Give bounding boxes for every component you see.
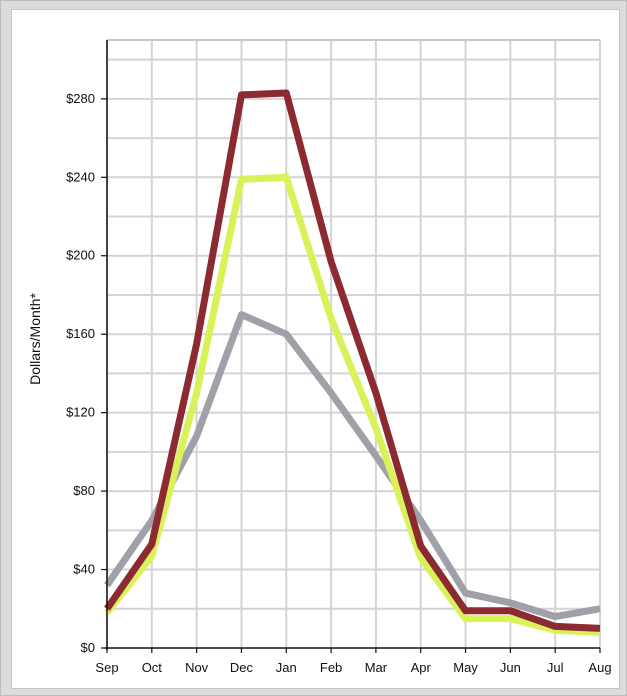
y-tick-label: $80 — [73, 483, 95, 498]
x-tick-label: Apr — [411, 660, 432, 675]
series-line-3 — [104, 89, 601, 632]
grid — [106, 39, 601, 648]
y-tick-label: $40 — [73, 562, 95, 577]
x-tick-label: Nov — [185, 660, 209, 675]
x-tick-label: Jan — [276, 660, 297, 675]
x-tick-label: May — [453, 660, 478, 675]
x-tick-label: Mar — [365, 660, 388, 675]
axes — [101, 40, 601, 653]
x-tick-label: Dec — [230, 660, 254, 675]
y-tick-label: $280 — [66, 91, 95, 106]
y-tick-labels: $0 $40 $80 $120 $160 $200 $240 $280 — [66, 91, 95, 655]
x-tick-label: Feb — [320, 660, 342, 675]
x-tick-label: Jul — [547, 660, 564, 675]
series-line-1 — [104, 311, 601, 621]
y-tick-label: $120 — [66, 405, 95, 420]
series-line-2 — [104, 173, 601, 636]
x-tick-labels: Sep Oct Nov Dec Jan Feb Mar Apr May Jun Jul Aug — [95, 660, 611, 675]
x-tick-label: Aug — [588, 660, 611, 675]
x-tick-label: Jun — [500, 660, 521, 675]
x-tick-label: Oct — [142, 660, 163, 675]
y-tick-label: $240 — [66, 169, 95, 184]
x-tick-label: Sep — [95, 660, 118, 675]
y-tick-label: $160 — [66, 326, 95, 341]
y-axis-label: Dollars/Month* — [27, 293, 43, 385]
y-tick-label: $0 — [81, 640, 95, 655]
y-tick-label: $200 — [66, 248, 95, 263]
series-lines — [104, 89, 601, 636]
